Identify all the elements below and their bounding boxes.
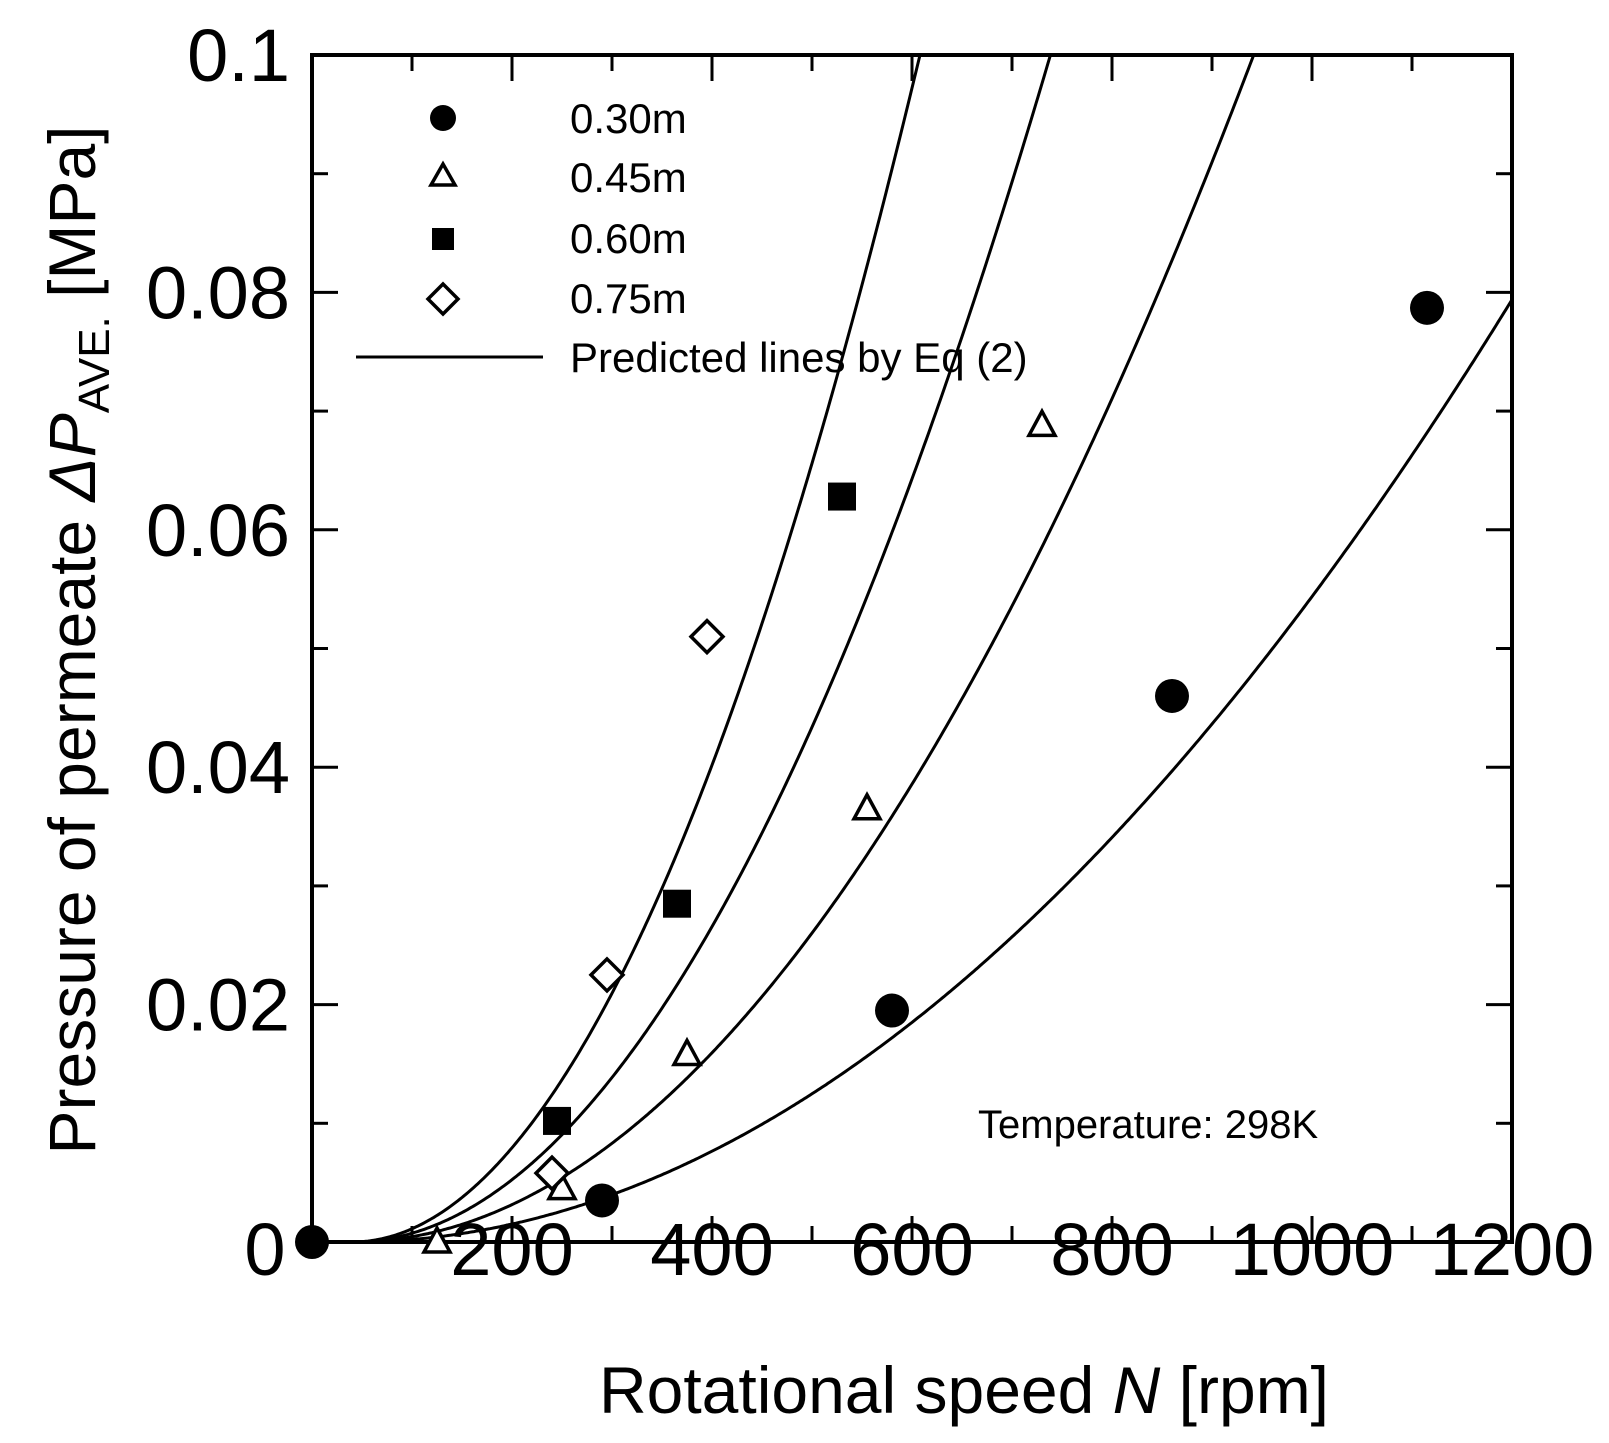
legend-item-0.60m: 0.60m <box>432 215 687 262</box>
y-tick-label-0.1: 0.1 <box>187 14 290 97</box>
legend-label-0.30m: 0.30m <box>570 95 687 142</box>
y-axis-title-var: ΔP <box>35 413 109 503</box>
y-tick-label-0.08: 0.08 <box>146 251 290 334</box>
predicted-curve-0.45m <box>352 54 1256 1244</box>
legend-item-predicted: Predicted lines by Eq (2) <box>356 334 1028 381</box>
y-tick-labels: 0.02 0.04 0.06 0.08 0.1 <box>146 14 290 1047</box>
data-point-0.30m-4 <box>1410 290 1444 325</box>
data-point-0.60m-1 <box>663 889 691 918</box>
x-tick-label-600: 600 <box>850 1208 973 1291</box>
data-point-0.30m-3 <box>1155 678 1189 713</box>
x-tick-label-800: 800 <box>1050 1208 1173 1291</box>
legend-marker-0.45m <box>427 160 459 187</box>
temperature-annotation: Temperature: 298K <box>978 1103 1319 1147</box>
y-axis-title-main: Pressure of permeate <box>35 502 109 1155</box>
legend-item-0.75m: 0.75m <box>425 275 687 322</box>
y-tick-label-0.06: 0.06 <box>146 489 290 572</box>
x-axis-title: Rotational speed N [rpm] <box>599 1353 1329 1427</box>
legend-label-0.45m: 0.45m <box>570 154 687 201</box>
y-tick-label-0.02: 0.02 <box>146 964 290 1047</box>
data-point-0.60m-2 <box>828 482 856 511</box>
x-tick-label-200: 200 <box>450 1208 573 1291</box>
data-point-0.45m-2 <box>671 1036 703 1067</box>
legend-label-0.60m: 0.60m <box>570 215 687 262</box>
legend: 0.30m 0.45m 0.60m 0.75m Predicted lines … <box>356 95 1028 381</box>
data-point-0.45m-0 <box>421 1224 453 1254</box>
data-point-0.30m-0 <box>295 1225 329 1259</box>
x-tick-labels: 0 200 400 600 800 1000 1200 <box>244 1208 1594 1291</box>
data-point-0.60m-0 <box>543 1106 571 1135</box>
x-tick-label-1200: 1200 <box>1430 1208 1595 1291</box>
predicted-curve-0.60m <box>352 54 1052 1244</box>
x-axis-title-unit: [rpm] <box>1160 1353 1329 1427</box>
data-point-0.30m-1 <box>585 1183 619 1218</box>
data-point-0.75m-2 <box>688 618 726 656</box>
legend-marker-0.60m <box>432 228 454 250</box>
data-point-0.75m-0 <box>533 1154 571 1192</box>
legend-label-predicted: Predicted lines by Eq (2) <box>570 334 1028 381</box>
x-tick-label-0: 0 <box>244 1208 285 1291</box>
data-point-0.30m-2 <box>875 993 909 1028</box>
x-axis-title-main: Rotational speed <box>599 1353 1113 1427</box>
y-axis-title-unit: [MPa] <box>35 125 109 316</box>
y-tick-label-0.04: 0.04 <box>146 726 290 809</box>
legend-item-0.45m: 0.45m <box>427 154 687 201</box>
data-point-0.75m-1 <box>588 956 626 994</box>
predicted-curve-0.30m <box>352 298 1514 1244</box>
data-point-0.45m-3 <box>851 791 883 821</box>
x-tick-label-400: 400 <box>650 1208 773 1291</box>
y-axis-title-sub: AVE. <box>70 316 119 413</box>
legend-item-0.30m: 0.30m <box>430 95 687 142</box>
predicted-curve-0.75m <box>352 54 922 1244</box>
predicted-curves <box>352 54 1514 1244</box>
legend-marker-0.30m <box>430 105 456 131</box>
plot-frame <box>310 53 1514 1244</box>
x-tick-label-1000: 1000 <box>1230 1208 1395 1291</box>
y-axis-title: Pressure of permeate ΔPAVE. [MPa] <box>35 125 119 1154</box>
legend-label-0.75m: 0.75m <box>570 275 687 322</box>
axis-ticks <box>310 53 1514 1244</box>
data-points <box>295 290 1444 1259</box>
data-point-0.45m-4 <box>1026 407 1058 438</box>
legend-marker-0.75m <box>425 281 461 317</box>
x-axis-title-var: N <box>1113 1353 1161 1427</box>
